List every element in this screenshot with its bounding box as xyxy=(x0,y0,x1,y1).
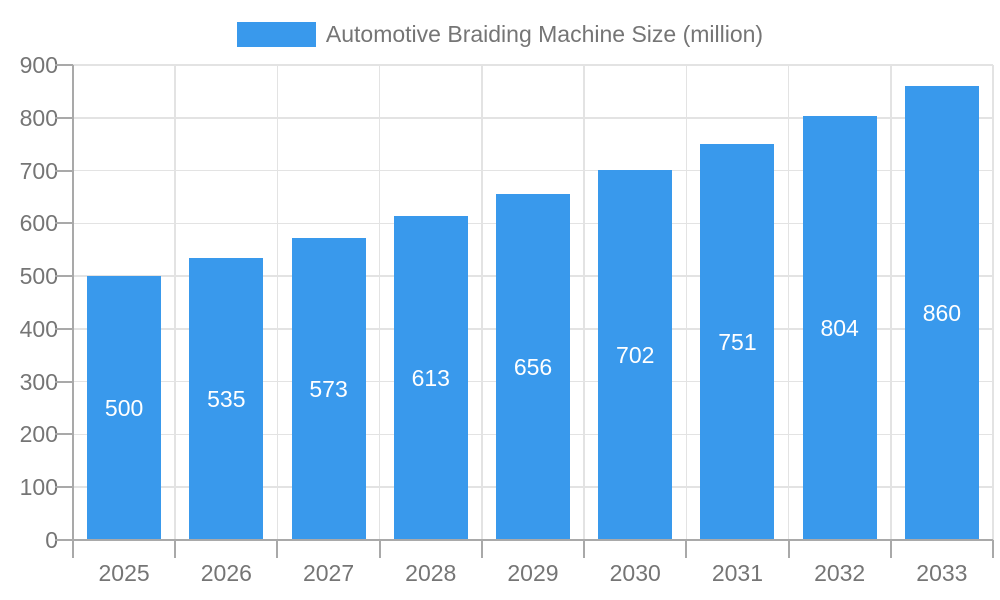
h-gridline xyxy=(73,64,993,66)
y-axis-label: 600 xyxy=(19,210,58,237)
y-axis-label: 700 xyxy=(19,157,58,184)
x-axis-label: 2031 xyxy=(711,560,764,586)
x-axis-tick xyxy=(992,540,994,558)
v-gridline xyxy=(378,65,381,540)
x-axis-tick xyxy=(174,540,177,558)
x-axis-line xyxy=(73,539,993,541)
x-axis-label: 2032 xyxy=(814,560,866,586)
h-gridline xyxy=(73,169,993,172)
x-axis-tick xyxy=(378,540,381,558)
x-axis-label: 2030 xyxy=(609,560,661,586)
x-axis-label: 2029 xyxy=(507,560,559,586)
y-axis-tick xyxy=(55,275,73,278)
y-axis-line xyxy=(72,65,74,540)
bar[interactable] xyxy=(598,169,673,540)
y-axis-label: 500 xyxy=(19,263,58,290)
x-axis-tick xyxy=(787,540,790,558)
y-axis-label: 300 xyxy=(19,368,58,395)
v-gridline xyxy=(890,65,892,540)
bar[interactable] xyxy=(700,143,775,540)
y-axis-label: 800 xyxy=(19,104,58,131)
x-axis-label: 2027 xyxy=(302,560,355,586)
legend-label: Automotive Braiding Machine Size (millio… xyxy=(325,21,764,47)
y-axis-tick xyxy=(55,433,73,436)
bar[interactable] xyxy=(802,115,877,540)
x-axis-tick xyxy=(480,540,483,558)
v-gridline xyxy=(583,65,585,540)
x-axis-label: 2025 xyxy=(98,560,150,586)
y-axis-tick xyxy=(55,486,73,489)
v-gridline xyxy=(276,65,279,540)
y-axis-label: 400 xyxy=(19,315,58,342)
y-axis-tick xyxy=(55,380,73,383)
h-gridline xyxy=(73,117,993,119)
y-axis-tick xyxy=(55,222,73,225)
y-axis-label: 100 xyxy=(19,474,58,501)
x-axis-label: 2028 xyxy=(405,560,457,586)
x-axis-tick xyxy=(583,540,586,558)
x-axis-tick xyxy=(889,540,892,558)
y-axis-tick xyxy=(55,169,73,172)
bar[interactable] xyxy=(496,193,570,540)
x-axis-label: 2026 xyxy=(200,560,252,586)
y-axis-tick xyxy=(55,539,73,541)
bar[interactable] xyxy=(189,257,264,540)
v-gridline xyxy=(787,65,790,540)
y-axis-label: 0 xyxy=(45,527,58,553)
v-gridline xyxy=(174,65,176,540)
y-axis-tick xyxy=(55,64,73,66)
legend-swatch-icon xyxy=(236,22,316,47)
y-axis-label: 900 xyxy=(19,52,58,78)
bar[interactable] xyxy=(904,86,979,540)
y-axis-label: 200 xyxy=(19,421,58,448)
y-axis-tick xyxy=(55,116,73,119)
bar[interactable] xyxy=(393,216,468,540)
v-gridline xyxy=(685,65,688,540)
x-axis-tick xyxy=(685,540,688,558)
x-axis-label: 2033 xyxy=(916,560,968,586)
y-axis-tick xyxy=(55,327,73,330)
v-gridline xyxy=(481,65,483,540)
bar[interactable] xyxy=(87,276,162,540)
bar[interactable] xyxy=(291,237,366,540)
v-gridline xyxy=(992,65,994,540)
x-axis-tick xyxy=(276,540,279,558)
x-axis-tick xyxy=(72,540,74,558)
legend[interactable]: Automotive Braiding Machine Size (millio… xyxy=(0,22,1000,47)
